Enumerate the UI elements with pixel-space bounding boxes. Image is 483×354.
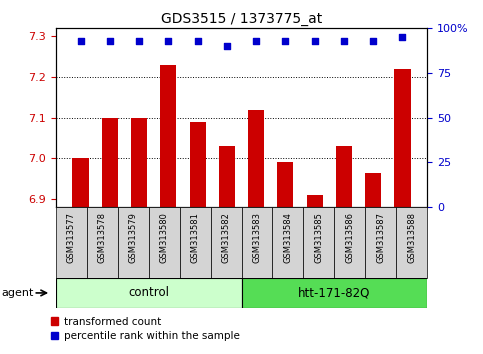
Text: GSM313583: GSM313583 <box>253 212 261 263</box>
Bar <box>303 207 334 278</box>
Bar <box>365 172 381 207</box>
Bar <box>242 278 427 308</box>
Text: GSM313582: GSM313582 <box>222 212 230 263</box>
Bar <box>180 207 211 278</box>
Text: control: control <box>128 286 169 299</box>
Bar <box>149 207 180 278</box>
Point <box>194 38 201 44</box>
Bar <box>272 207 303 278</box>
Bar <box>242 207 272 278</box>
Point <box>398 34 406 40</box>
Text: htt-171-82Q: htt-171-82Q <box>298 286 370 299</box>
Point <box>311 38 319 44</box>
Bar <box>189 122 206 207</box>
Bar <box>160 65 176 207</box>
Bar <box>72 158 88 207</box>
Point <box>77 38 85 44</box>
Bar <box>211 207 242 278</box>
Text: GSM313585: GSM313585 <box>314 212 324 263</box>
Bar <box>277 162 294 207</box>
Title: GDS3515 / 1373775_at: GDS3515 / 1373775_at <box>161 12 322 26</box>
Bar <box>397 207 427 278</box>
Point <box>340 38 348 44</box>
Point <box>135 38 143 44</box>
Text: GSM313581: GSM313581 <box>190 212 199 263</box>
Text: GSM313584: GSM313584 <box>284 212 293 263</box>
Legend: transformed count, percentile rank within the sample: transformed count, percentile rank withi… <box>51 317 240 341</box>
Bar <box>102 118 118 207</box>
Point <box>223 44 231 49</box>
Text: GSM313587: GSM313587 <box>376 212 385 263</box>
Bar <box>86 207 117 278</box>
Text: GSM313588: GSM313588 <box>408 212 416 263</box>
Bar <box>248 110 264 207</box>
Bar <box>56 207 86 278</box>
Point <box>369 38 377 44</box>
Bar <box>334 207 366 278</box>
Bar <box>307 195 323 207</box>
Text: GSM313577: GSM313577 <box>67 212 75 263</box>
Bar <box>395 69 411 207</box>
Bar <box>56 278 242 308</box>
Text: GSM313580: GSM313580 <box>159 212 169 263</box>
Bar <box>366 207 397 278</box>
Bar <box>117 207 149 278</box>
Point <box>164 38 172 44</box>
Point <box>252 38 260 44</box>
Text: GSM313578: GSM313578 <box>98 212 107 263</box>
Point <box>282 38 289 44</box>
Bar <box>336 146 352 207</box>
Bar <box>131 118 147 207</box>
Text: agent: agent <box>1 288 33 298</box>
Point <box>106 38 114 44</box>
Bar <box>219 146 235 207</box>
Text: GSM313586: GSM313586 <box>345 212 355 263</box>
Text: GSM313579: GSM313579 <box>128 212 138 263</box>
